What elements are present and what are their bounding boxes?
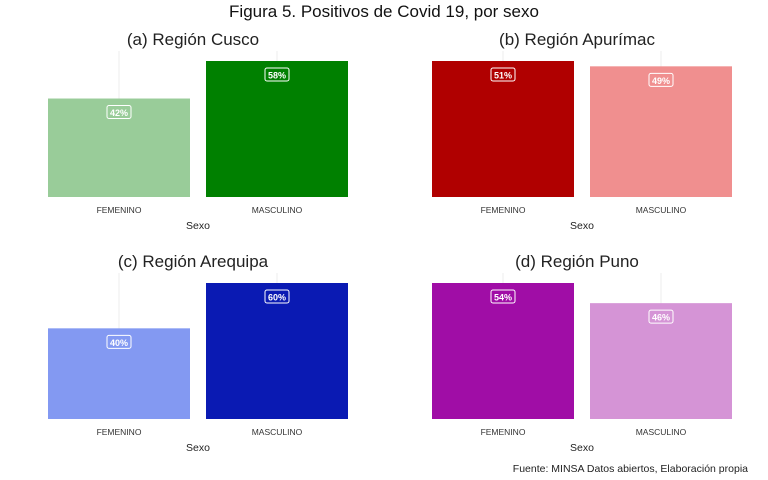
panel-title: (b) Región Apurímac <box>499 30 655 49</box>
data-label-box <box>264 67 290 82</box>
panel-arequipa: (c) Región Arequipa 40% FEMENINO 60% MASCUL… <box>28 252 358 472</box>
bar-masculino <box>206 61 348 197</box>
bar-femenino <box>432 61 574 197</box>
panel-title: (d) Región Puno <box>515 252 639 271</box>
tick-label: FEMENINO <box>481 205 526 215</box>
source-note: Fuente: MINSA Datos abiertos, Elaboració… <box>512 463 748 475</box>
data-label: 58% <box>268 71 286 81</box>
data-label: 40% <box>110 338 128 348</box>
tick-label: MASCULINO <box>252 427 303 437</box>
chart-svg: 51% FEMENINO 49% MASCULINO Sexo <box>432 51 732 232</box>
data-label: 60% <box>268 293 286 303</box>
bar-masculino <box>206 283 348 419</box>
panel-apurimac: (b) Región Apurímac 51% FEMENINO 49% MASCUL… <box>412 30 742 250</box>
panel-cusco: (a) Región Cusco 42% FEMENINO 58% MASCULINO… <box>28 30 358 250</box>
bar-femenino <box>48 98 190 197</box>
bar-masculino <box>590 66 732 197</box>
data-label-box <box>106 334 132 349</box>
panel-puno: (d) Región Puno 54% FEMENINO 46% MASCULINO S… <box>412 252 742 472</box>
panel-title: (a) Región Cusco <box>126 30 260 49</box>
chart-svg: 54% FEMENINO 46% MASCULINO Sexo <box>432 273 732 454</box>
data-label: 49% <box>652 76 670 86</box>
tick-label: MASCULINO <box>636 427 687 437</box>
tick-label: MASCULINO <box>252 205 303 215</box>
data-label: 54% <box>494 293 512 303</box>
data-label: 46% <box>652 313 670 323</box>
chart-svg: 40% FEMENINO 60% MASCULINO Sexo <box>48 273 348 454</box>
tick-label: MASCULINO <box>636 205 687 215</box>
data-label: 42% <box>110 108 128 118</box>
data-label-box <box>106 105 132 120</box>
x-axis-label: Sexo <box>186 442 210 454</box>
bar-femenino <box>48 328 190 419</box>
x-axis-label: Sexo <box>570 442 594 454</box>
x-axis-label: Sexo <box>186 220 210 232</box>
data-label-box <box>648 309 674 324</box>
tick-label: FEMENINO <box>97 427 142 437</box>
bar-femenino <box>432 283 574 419</box>
tick-label: FEMENINO <box>481 427 526 437</box>
panel-title: (c) Región Arequipa <box>117 252 269 271</box>
data-label-box <box>648 72 674 87</box>
data-label-box <box>264 289 290 304</box>
data-label: 51% <box>494 71 512 81</box>
chart-svg: 42% FEMENINO 58% MASCULINO Sexo <box>48 51 348 232</box>
main-title: Figura 5. Positivos de Covid 19, por sex… <box>229 2 539 21</box>
tick-label: FEMENINO <box>97 205 142 215</box>
x-axis-label: Sexo <box>570 220 594 232</box>
data-label-box <box>490 289 516 304</box>
bar-masculino <box>590 303 732 419</box>
data-label-box <box>490 67 516 82</box>
